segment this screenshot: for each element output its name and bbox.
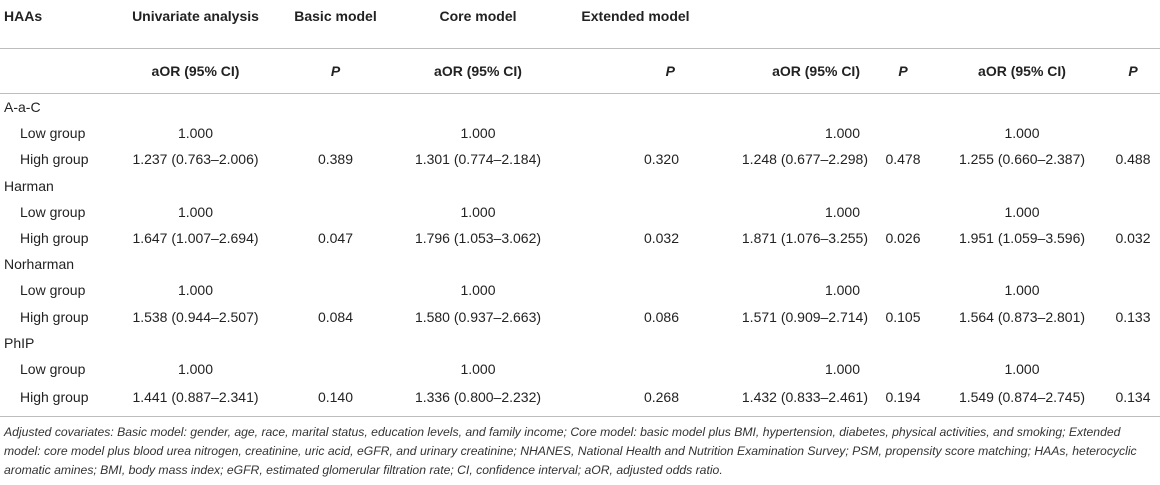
header-p-3: P xyxy=(868,48,938,94)
cell: 0.268 xyxy=(568,382,703,418)
table-header: HAAs Univariate analysis Basic model Cor… xyxy=(0,0,1160,94)
cell: 1.647 (1.007–2.694) xyxy=(132,230,259,247)
cell: 1.871 (1.076–3.255) xyxy=(741,230,868,247)
cell: 1.538 (0.944–2.507) xyxy=(132,308,259,325)
table-row: High group 1.441 (0.887–2.341) 0.140 1.3… xyxy=(0,382,1160,418)
header-row-1: HAAs Univariate analysis Basic model Cor… xyxy=(0,0,1160,49)
cell: 1.571 (0.909–2.714) xyxy=(741,308,868,325)
cell: 1.441 (0.887–2.341) xyxy=(108,382,283,418)
cell: 0.026 xyxy=(885,230,921,247)
row-label: High group xyxy=(0,382,108,418)
cell: 0.320 xyxy=(643,151,679,168)
group-name: Harman xyxy=(4,177,54,194)
cell: 1.000 xyxy=(824,360,860,377)
cell: 0.194 xyxy=(868,382,938,418)
cell: 1.000 xyxy=(1004,282,1040,299)
cell: 0.134 xyxy=(1106,382,1160,418)
header-aor-1: aOR (95% CI) xyxy=(108,48,283,94)
table-row: High group 1.237 (0.763–2.006) 0.389 1.3… xyxy=(0,146,1160,172)
header-aor-3: aOR (95% CI) xyxy=(703,48,868,94)
header-p-1: P xyxy=(283,48,388,94)
cell: 0.032 xyxy=(643,230,679,247)
cell: 1.000 xyxy=(1004,360,1040,377)
row-label: High group xyxy=(20,230,89,247)
cell: 1.549 (0.874–2.745) xyxy=(938,382,1106,418)
cell: 1.000 xyxy=(177,125,214,142)
cell: 1.000 xyxy=(824,203,860,220)
group-name: A-a-C xyxy=(4,99,41,116)
group-row: Harman xyxy=(0,173,1160,199)
table-footnote: Adjusted covariates: Basic model: gender… xyxy=(4,425,1137,477)
group-name: Norharman xyxy=(4,256,75,273)
header-row-2: aOR (95% CI) P aOR (95% CI) P aOR (95% C… xyxy=(0,48,1160,94)
table-row: Low group 1.000 1.000 1.000 1.000 xyxy=(0,120,1160,146)
cell: 1.000 xyxy=(824,125,860,142)
table-row: Low group 1.000 1.000 1.000 1.000 xyxy=(0,356,1160,382)
row-label: Low group xyxy=(20,125,86,142)
cell: 1.951 (1.059–3.596) xyxy=(958,230,1086,247)
cell: 1.000 xyxy=(460,203,496,220)
cell: 0.389 xyxy=(317,151,354,168)
header-core-model: Core model xyxy=(388,0,568,49)
cell: 1.564 (0.873–2.801) xyxy=(958,308,1086,325)
header-haas: HAAs xyxy=(0,0,108,49)
header-aor-4: aOR (95% CI) xyxy=(938,48,1106,94)
cell: 1.000 xyxy=(460,360,496,377)
cell: 1.580 (0.937–2.663) xyxy=(414,308,542,325)
cell: 0.086 xyxy=(643,308,679,325)
cell: 0.084 xyxy=(317,308,354,325)
row-label: Low group xyxy=(20,282,86,299)
header-basic-model: Basic model xyxy=(283,0,388,49)
cell: 0.032 xyxy=(1115,230,1151,247)
cell: 1.000 xyxy=(460,125,496,142)
table-row: Low group 1.000 1.000 1.000 1.000 xyxy=(0,277,1160,303)
cell: 1.255 (0.660–2.387) xyxy=(958,151,1086,168)
cell: 1.000 xyxy=(177,282,214,299)
header-univariate: Univariate analysis xyxy=(108,0,283,49)
cell: 1.000 xyxy=(177,203,214,220)
cell: 0.140 xyxy=(283,382,388,418)
cell: 1.000 xyxy=(460,282,496,299)
group-row: Norharman xyxy=(0,251,1160,277)
cell: 1.000 xyxy=(1004,125,1040,142)
cell: 1.432 (0.833–2.461) xyxy=(703,382,868,418)
row-label: Low group xyxy=(20,360,86,377)
header-extended-model: Extended model xyxy=(568,0,703,49)
header-p-4: P xyxy=(1106,48,1160,94)
results-table: HAAs Univariate analysis Basic model Cor… xyxy=(0,0,1160,418)
cell: 1.301 (0.774–2.184) xyxy=(414,151,542,168)
cell: 0.047 xyxy=(317,230,354,247)
cell: 0.105 xyxy=(885,308,921,325)
group-row: A-a-C xyxy=(0,94,1160,121)
group-row: PhIP xyxy=(0,330,1160,356)
table-row: Low group 1.000 1.000 1.000 1.000 xyxy=(0,199,1160,225)
cell: 1.248 (0.677–2.298) xyxy=(741,151,868,168)
cell: 1.796 (1.053–3.062) xyxy=(414,230,542,247)
cell: 1.336 (0.800–2.232) xyxy=(388,382,568,418)
cell: 1.000 xyxy=(177,360,214,377)
cell: 0.133 xyxy=(1115,308,1151,325)
row-label: High group xyxy=(20,151,89,168)
row-label: High group xyxy=(20,308,89,325)
cell: 0.488 xyxy=(1115,151,1151,168)
header-aor-2: aOR (95% CI) xyxy=(388,48,568,94)
table-row: High group 1.647 (1.007–2.694) 0.047 1.7… xyxy=(0,225,1160,251)
cell: 0.478 xyxy=(885,151,921,168)
cell: 1.237 (0.763–2.006) xyxy=(132,151,259,168)
table-row: High group 1.538 (0.944–2.507) 0.084 1.5… xyxy=(0,304,1160,330)
cell: 1.000 xyxy=(1004,203,1040,220)
group-name: PhIP xyxy=(4,334,35,351)
row-label: Low group xyxy=(20,203,86,220)
header-p-2: P xyxy=(568,48,703,94)
cell: 1.000 xyxy=(824,282,860,299)
table-body: A-a-C Low group 1.000 1.000 1.000 1.000 … xyxy=(0,94,1160,418)
